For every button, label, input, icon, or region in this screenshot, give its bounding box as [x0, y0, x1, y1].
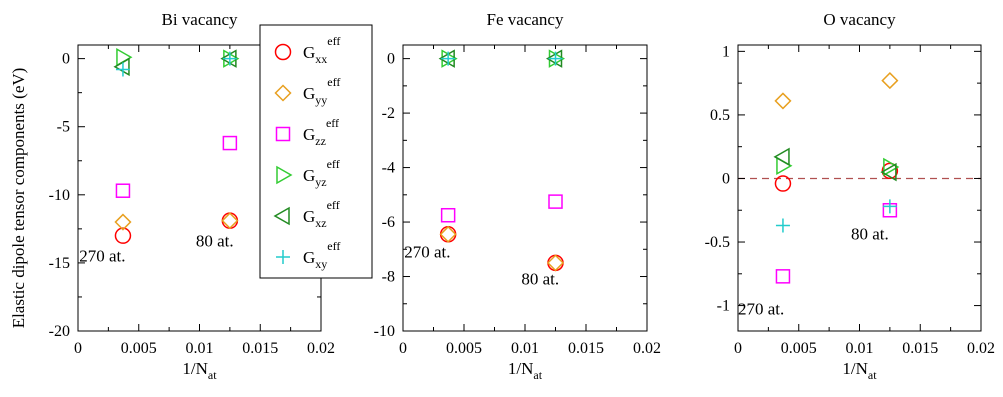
legend-marker-G-zz: [275, 126, 291, 142]
x-tick-label: 0.005: [121, 340, 157, 357]
legend-marker-G-xz: [273, 206, 290, 226]
legend-label: Gxyeff: [303, 239, 340, 271]
y-tick-label: -8: [382, 269, 395, 286]
marker-G-xx: [774, 175, 792, 192]
marker-G-yy: [221, 212, 239, 230]
x-tick-label: 0.015: [902, 340, 938, 357]
chart-panel-bi-vacancy: Bi vacancy 0 0.005 0.01 0.015 0.02 -20 -15 -10 -5…: [49, 10, 335, 382]
x-tick-label: 0.015: [568, 340, 604, 357]
legend-item-G-zz: Gzzeff: [275, 116, 339, 148]
legend-label: Gyyeff: [303, 75, 340, 107]
marker-G-yy: [546, 254, 565, 272]
x-tick-label: 0: [74, 340, 82, 357]
x-tick-label: 0.02: [967, 340, 995, 357]
legend-marker-G-xx: [274, 43, 292, 61]
marker-G-xy: [441, 51, 456, 66]
y-tick-label: -5: [57, 119, 70, 136]
panel-title: O vacancy: [823, 10, 896, 29]
legend-item-G-xz: Gxzeff: [273, 198, 340, 230]
x-tick-label: 0.02: [633, 340, 661, 357]
legend-item-G-yz: Gyzeff: [276, 157, 340, 189]
marker-G-xx: [114, 227, 132, 244]
chart-panel-o-vacancy: O vacancy 0 0.005 0.01 0.015 0.02 -1 -0.5 0 0.5 1 1…: [705, 10, 995, 382]
x-tick-label: 0: [734, 340, 742, 357]
x-tick-label: 0.005: [781, 340, 817, 357]
y-tick-label: -10: [374, 323, 395, 340]
chart-panel-fe-vacancy: Fe vacancy 0 0.005 0.01 0.015 0.02 -10 -8 -6 -4 -2…: [374, 10, 661, 382]
marker-G-zz: [548, 194, 563, 209]
y-tick-label: 1: [722, 43, 730, 60]
y-tick-label: -10: [49, 187, 70, 204]
marker-G-xy: [775, 218, 790, 233]
panel-title: Fe vacancy: [487, 10, 564, 29]
y-tick-label: -6: [382, 214, 395, 231]
y-tick-label: 0: [62, 51, 70, 68]
marker-G-yy: [114, 213, 132, 231]
y-tick-label: -2: [382, 105, 395, 122]
y-tick-label: -20: [49, 323, 70, 340]
y-axis-label: Elastic dipole tensor components (eV): [9, 68, 28, 329]
point-annotation: 80 at.: [196, 232, 234, 251]
x-axis-label: 1/Nat: [508, 359, 543, 382]
point-annotation: 270 at.: [79, 247, 125, 266]
legend-box: [259, 24, 373, 279]
panel-title: Bi vacancy: [162, 10, 238, 29]
marker-G-xx: [881, 162, 899, 180]
legend-marker-G-xy: [276, 250, 290, 264]
y-tick-label: 0.5: [710, 107, 730, 124]
x-tick-label: 0.01: [846, 340, 874, 357]
x-tick-label: 0.02: [307, 340, 335, 357]
legend-item-G-xy: Gxyeff: [276, 239, 340, 271]
marker-G-xz: [773, 147, 790, 167]
marker-G-yy: [774, 92, 792, 110]
marker-G-yz: [883, 157, 900, 177]
legend-label: Gyzeff: [303, 157, 340, 189]
x-tick-label: 0.01: [186, 340, 214, 357]
legend-marker-G-yz: [276, 165, 293, 185]
marker-G-xy: [222, 51, 237, 66]
marker-G-xy: [115, 62, 130, 77]
plot-frame: [737, 44, 982, 332]
marker-G-xy: [548, 51, 563, 66]
marker-G-xy: [882, 199, 897, 214]
marker-G-yy: [881, 72, 899, 90]
point-annotation: 80 at.: [521, 270, 559, 289]
x-tick-label: 0.015: [242, 340, 278, 357]
marker-G-xz: [880, 162, 897, 182]
y-tick-label: -15: [49, 255, 70, 272]
point-annotation: 270 at.: [738, 299, 784, 318]
point-annotation: 80 at.: [851, 224, 889, 243]
x-tick-label: 0.01: [511, 340, 539, 357]
marker-G-xx: [547, 254, 564, 272]
legend-label: Gxzeff: [303, 198, 340, 230]
legend-label: Gxxeff: [303, 34, 340, 66]
x-tick-label: 0: [399, 340, 407, 357]
legend-item-G-xx: Gxxeff: [274, 34, 340, 66]
marker-G-zz: [222, 135, 238, 151]
marker-G-xx: [439, 226, 457, 243]
y-tick-label: 0: [387, 51, 395, 68]
marker-G-zz: [115, 183, 131, 198]
x-tick-label: 0.005: [446, 340, 482, 357]
legend-item-G-yy: Gyyeff: [274, 75, 340, 107]
marker-G-zz: [775, 269, 791, 284]
legend-marker-G-yy: [274, 84, 292, 102]
x-axis-label: 1/Nat: [182, 359, 217, 382]
y-tick-label: -1: [717, 298, 730, 315]
marker-G-zz: [440, 207, 456, 223]
x-axis-label: 1/Nat: [842, 359, 877, 382]
y-tick-label: -0.5: [705, 234, 730, 251]
legend: Gxxeff Gyyeff Gzzeff Gyzeff Gxzeff Gxyeff: [259, 24, 373, 279]
y-tick-label: -4: [382, 160, 395, 177]
marker-G-xz: [113, 57, 130, 77]
legend-label: Gzzeff: [303, 116, 339, 148]
point-annotation: 270 at.: [404, 242, 450, 261]
marker-G-yy: [439, 225, 457, 243]
marker-G-xx: [221, 212, 239, 229]
y-tick-label: 0: [722, 170, 730, 187]
